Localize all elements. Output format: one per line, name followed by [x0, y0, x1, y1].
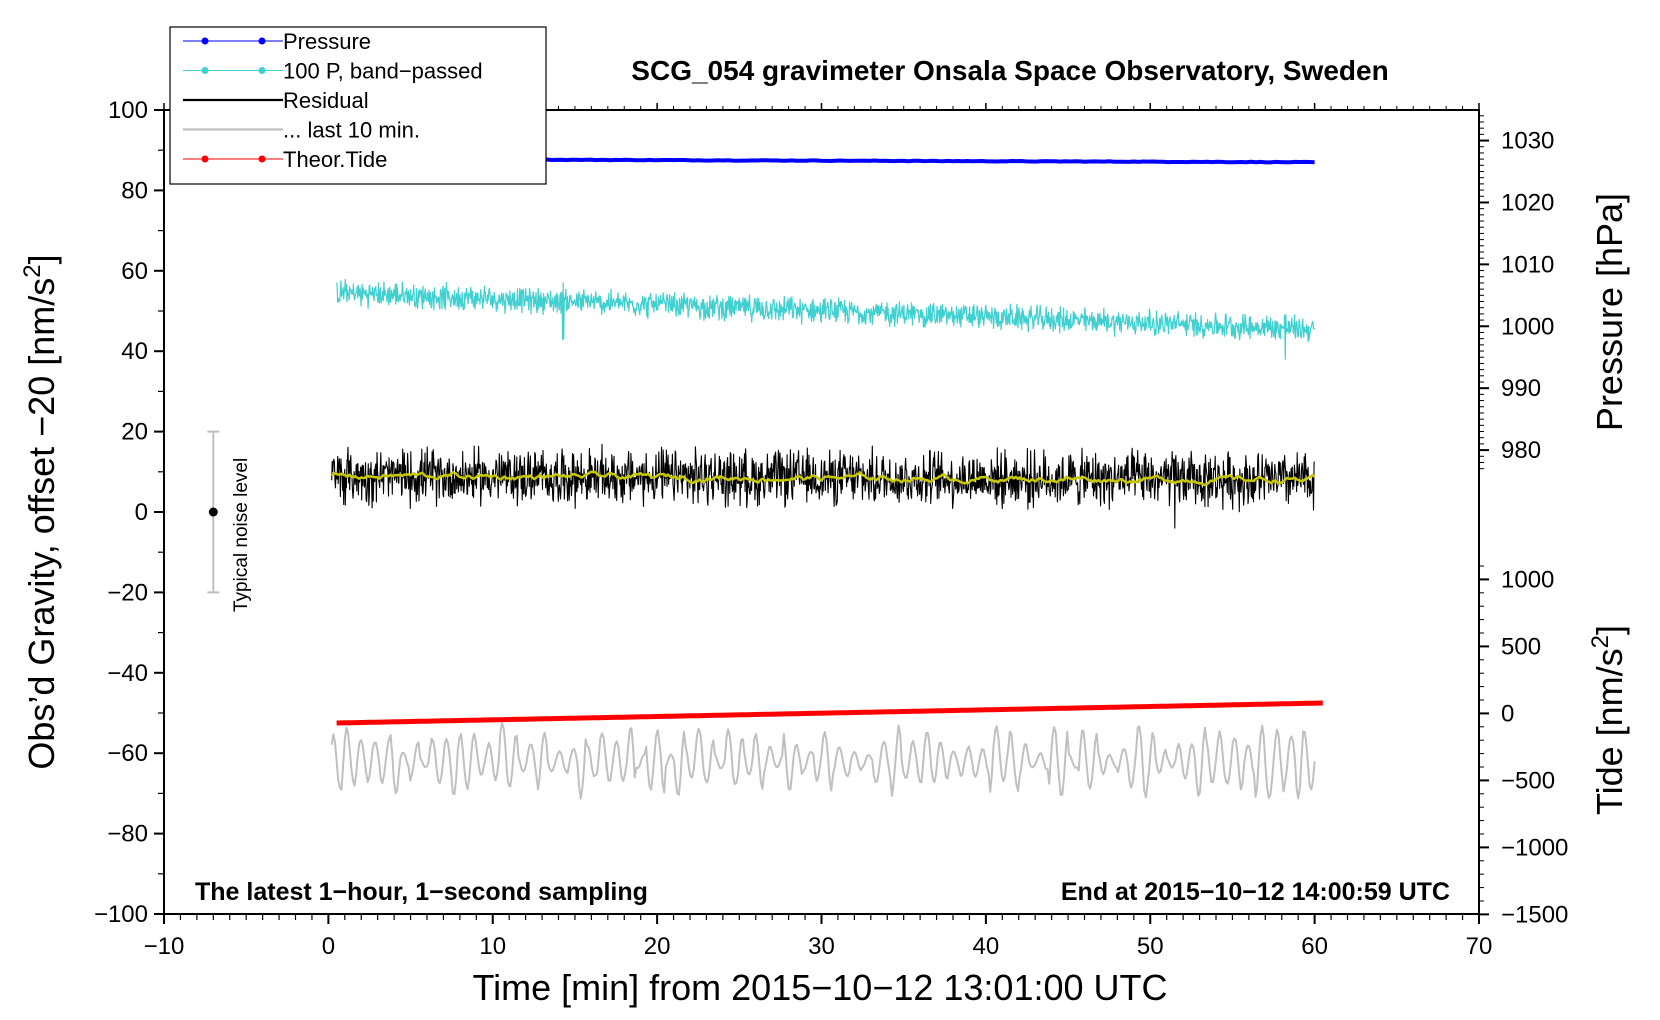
- y-tick-label: 80: [121, 177, 148, 204]
- x-tick-label: 50: [1137, 933, 1164, 960]
- legend-marker: [258, 155, 266, 163]
- y-axis-title-left-superscript: 2: [19, 264, 46, 277]
- y-tick-label: −80: [107, 821, 148, 848]
- y-tick-label: 0: [135, 499, 148, 526]
- pressure-tick-label: 1000: [1501, 313, 1554, 340]
- y-tick-label: 100: [108, 97, 148, 124]
- x-tick-label: 70: [1466, 933, 1493, 960]
- pressure-tick-label: 980: [1501, 437, 1541, 464]
- tide-tick-label: 1000: [1501, 566, 1554, 593]
- y-axis-title-tide-close: ]: [1589, 625, 1630, 635]
- y-tick-label: −20: [107, 579, 148, 606]
- y-axis-title-left-close: ]: [21, 254, 62, 264]
- noise-bar-center-dot: [208, 507, 218, 517]
- x-tick-label: 30: [808, 933, 835, 960]
- legend-label: Residual: [283, 88, 369, 113]
- y-axis-title-tide: Tide [nm/s2]: [1587, 625, 1630, 815]
- x-tick-label: 40: [973, 933, 1000, 960]
- legend-marker: [258, 37, 266, 45]
- series-line-100-p-band-passed: [336, 278, 1316, 360]
- pressure-tick-label: 1030: [1501, 128, 1554, 155]
- noise-level-indicator: [207, 430, 220, 594]
- pressure-tick-label: 1010: [1501, 251, 1554, 278]
- x-tick-label: 10: [479, 933, 506, 960]
- tide-tick-label: 500: [1501, 633, 1541, 660]
- x-axis-title: Time [min] from 2015−10−12 13:01:00 UTC: [472, 967, 1167, 1008]
- y-tick-label: 40: [121, 338, 148, 365]
- legend-marker: [258, 67, 266, 74]
- legend-marker: [201, 155, 209, 163]
- y-tick-label: −40: [107, 660, 148, 687]
- y-axis-title-pressure: Pressure [hPa]: [1589, 193, 1630, 431]
- tide-tick-label: 0: [1501, 700, 1514, 727]
- y-axis-title-left-main: Obs’d Gravity, offset −20 [nm/s: [21, 278, 62, 770]
- y-axis-title-tide-superscript: 2: [1587, 635, 1614, 648]
- y-tick-label: −60: [107, 740, 148, 767]
- legend-label: 100 P, band−passed: [283, 59, 483, 84]
- noise-level-label: Typical noise level: [231, 458, 252, 612]
- tide-tick-label: −500: [1501, 767, 1555, 794]
- tide-tick-label: −1000: [1501, 834, 1568, 861]
- legend-items: Pressure 100 P, band−passed Residual ... la…: [183, 29, 483, 172]
- y-tick-label: 60: [121, 258, 148, 285]
- legend-marker: [201, 37, 209, 45]
- y-tick-label: −100: [94, 901, 148, 928]
- legend-box: [169, 26, 547, 185]
- series-line-last-10-min: [330, 722, 1316, 800]
- series-line-theor-tide: [336, 700, 1323, 726]
- chart-title: SCG_054 gravimeter Onsala Space Observat…: [631, 55, 1388, 86]
- annotation-left: The latest 1−hour, 1−second sampling: [195, 878, 648, 906]
- pressure-tick-label: 1020: [1501, 189, 1554, 216]
- pressure-tick-label: 990: [1501, 375, 1541, 402]
- legend-label: ... last 10 min.: [283, 118, 420, 143]
- tide-tick-label: −1500: [1501, 901, 1568, 928]
- x-tick-label: 20: [644, 933, 671, 960]
- legend-label: Theor.Tide: [283, 147, 387, 172]
- y-axis-title-tide-main: Tide [nm/s: [1589, 648, 1630, 815]
- x-tick-label: 0: [322, 933, 335, 960]
- legend-marker: [201, 67, 209, 74]
- series-line-residual-smoothed: [330, 470, 1316, 487]
- series-line-residual: [331, 443, 1315, 529]
- y-tick-label: 20: [121, 419, 148, 446]
- axes-layer: −10 0 10 20 30 40 50 60 70100806040200−20−40−60−…: [94, 97, 1568, 960]
- y-axis-title-left: Obs’d Gravity, offset −20 [nm/s2]: [19, 254, 62, 769]
- x-tick-label: 60: [1301, 933, 1328, 960]
- x-tick-label: −10: [144, 933, 185, 960]
- annotation-right: End at 2015−10−12 14:00:59 UTC: [1061, 878, 1450, 906]
- legend-label: Pressure: [283, 29, 371, 54]
- legend: Pressure 100 P, band−passed Residual ... la…: [169, 26, 547, 185]
